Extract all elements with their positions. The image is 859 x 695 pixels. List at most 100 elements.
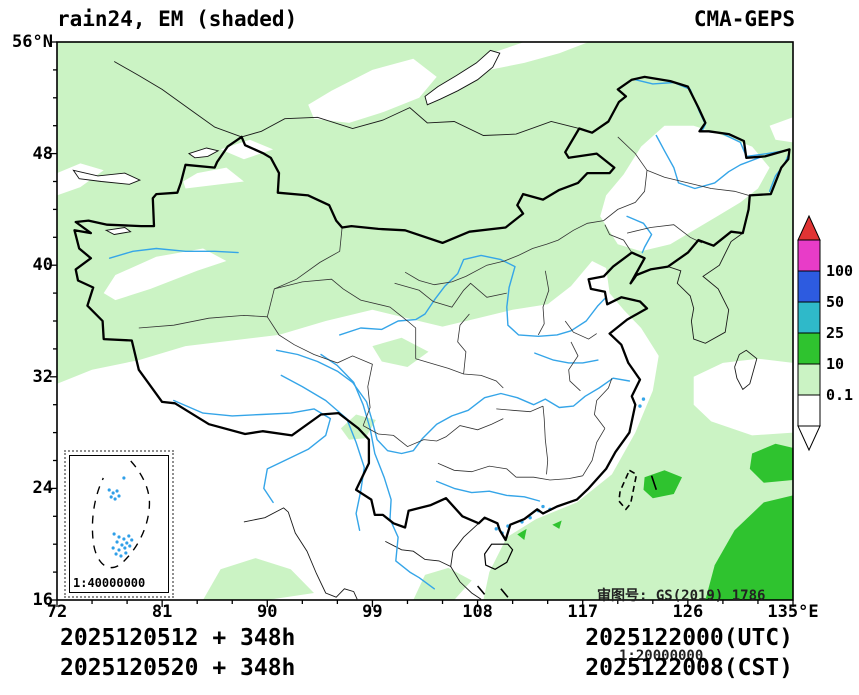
nine-dash-line [91,460,151,569]
lon-tick-label: 117 [567,602,599,622]
map-scale-label: 1:20000000 [619,648,704,664]
island-dots [107,476,134,558]
river [280,374,365,531]
foreign-boundary [385,540,451,567]
shade-below-threshold [183,167,244,189]
lake-outline [424,49,501,106]
lon-tick-label: 126 [672,602,704,622]
foreign-boundary [667,232,744,344]
province-boundary [457,313,470,375]
river [339,254,607,337]
province-boundary [437,462,517,478]
lat-tick-label: 32 [32,366,53,387]
province-boundary [537,270,550,336]
lat-tick-label: 16 [32,590,53,610]
foreign-boundary [734,349,758,391]
province-boundary [516,475,583,481]
province-boundary [627,224,703,244]
valid-time-utc: 2025122000(UTC) [585,625,793,651]
review-number: 审图号: GS(2019) 1786 [597,588,766,604]
province-boundary [568,341,581,392]
province-boundary [542,406,549,475]
shade-below-threshold [103,248,227,301]
china-national-border [73,75,791,542]
lake-outline [104,227,132,235]
inset-scale-label: 1:40000000 [73,576,146,590]
province-boundary [404,136,648,286]
shade-10-25mm [749,443,793,483]
river [320,353,435,590]
foreign-boundary [243,507,358,600]
lat-tick-label: 48 [32,143,53,164]
valid-time-cst: 2025122008(CST) [585,655,793,681]
shade-below-threshold [600,125,770,252]
shade-light-green-patch [413,567,472,600]
china-map-canvas [50,41,794,607]
colorbar-under-arrow [797,425,821,452]
foreign-boundary [241,107,580,138]
shade-below-threshold [483,42,589,70]
coastal-river-speck [641,397,646,401]
shade-below-threshold [308,58,437,123]
province-boundary [604,224,633,253]
colorbar-tick-label: 0.1 [826,386,853,404]
lon-tick-label: 90 [257,602,278,622]
lat-tick-label: 24 [32,478,53,499]
init-time-utc: 2025120512 + 348h [60,625,296,651]
river [173,399,332,504]
province-boundary [564,320,597,340]
model-name: CMA-GEPS [693,7,795,31]
shade-10-25mm [643,470,682,499]
river [436,480,541,502]
colorbar-tick-label: 25 [826,324,844,342]
lon-tick-label: 99 [362,602,383,622]
plot-title: rain24, EM (shaded) [57,7,298,31]
dash-line-segment [650,475,658,491]
province-boundary [274,278,417,359]
inset-map [91,460,151,569]
river [634,79,789,158]
province-boundary [593,378,613,429]
river [626,215,653,254]
colorbar-tick-label: 10 [826,355,844,373]
foreign-boundary [113,61,242,138]
lon-tick-label: 108 [462,602,493,622]
dash-line-segment [500,588,509,598]
lake-outline [72,169,142,185]
colorbar-tick-label: 100 [826,262,853,280]
shade-below-threshold [57,163,104,196]
map-layers [57,42,793,600]
shade-light-green-patch [203,558,314,600]
province-boundary [646,169,749,196]
colorbar-over-arrow [797,214,821,241]
coastal-river-speck [528,515,532,520]
shade-below-threshold [693,358,793,436]
river [534,352,599,364]
coastal-river-speck [494,527,498,531]
hainan-outline [483,543,514,570]
coastal-river-speck [638,404,642,408]
shade-10-25mm [517,528,527,540]
shade-light-green-patch [372,337,429,367]
colorbar-segment [797,394,821,427]
province-boundary [394,282,507,308]
shade-10-25mm [705,495,793,600]
shade-10-25mm [552,520,562,529]
taiwan-outline [618,469,638,511]
lat-tick-label: 40 [32,255,53,276]
inset-frame: 1:40000000 [69,455,169,593]
south-china-sea-inset: 1:40000000 [64,450,174,598]
lat-tick-label: 56°N [12,32,53,52]
province-boundary [266,316,373,426]
init-time-cst: 2025120520 + 348h [60,655,296,681]
shade-below-threshold [769,117,793,143]
province-boundary [496,405,544,413]
river [655,134,764,190]
colorbar-segment [797,301,821,334]
dash-line-segment [476,585,486,595]
river [108,247,239,259]
colorbar-segment [797,270,821,303]
lon-tick-label: 135°E [767,602,819,622]
colorbar-segment [797,332,821,365]
